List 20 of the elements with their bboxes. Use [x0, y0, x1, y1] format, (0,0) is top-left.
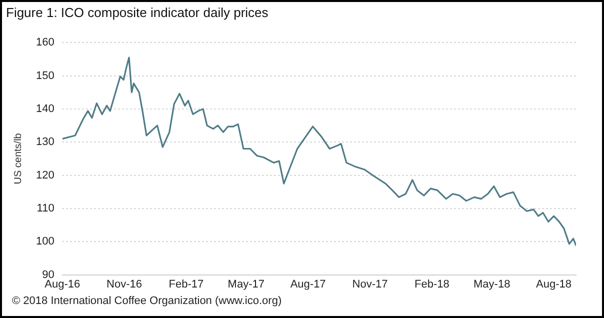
y-tick-label: 100 [36, 236, 54, 248]
x-tick-label: Aug-16 [44, 278, 80, 290]
x-tick-label: May-18 [474, 278, 510, 290]
y-tick-label: 140 [36, 102, 54, 115]
y-tick-label: 130 [36, 136, 54, 148]
chart-title: Figure 1: ICO composite indicator daily prices [6, 5, 268, 20]
y-tick-label: 120 [36, 169, 54, 182]
x-tick-label: May-17 [228, 278, 264, 290]
y-tick-label: 110 [36, 202, 54, 214]
x-tick-label: Aug-18 [536, 278, 572, 290]
y-axis-title: US cents/lb [12, 132, 24, 184]
y-tick-label: 90 [42, 268, 54, 281]
x-tick-label: Feb-18 [414, 278, 450, 290]
text: © 2018 International Coffee Organization (www.ico.org) [12, 295, 282, 307]
x-tick-label: Aug-17 [290, 278, 326, 290]
y-tick-label: 160 [36, 36, 54, 49]
x-tick-label: Nov-17 [352, 278, 388, 290]
x-tick-label: Feb-17 [168, 278, 204, 290]
x-tick-label: Nov-16 [106, 278, 142, 290]
y-tick-label: 150 [36, 70, 54, 82]
